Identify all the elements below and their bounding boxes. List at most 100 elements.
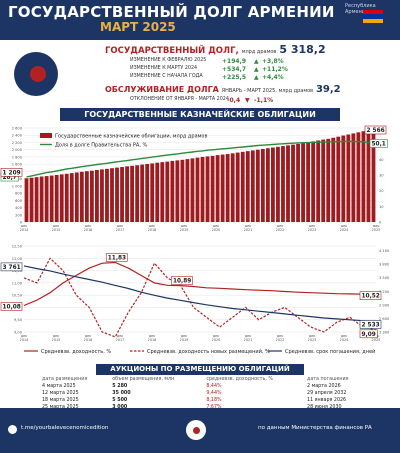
- share-line: [26, 140, 374, 178]
- bar: [260, 148, 265, 222]
- y-right-tick-label: 20: [379, 189, 384, 193]
- x-tick-label: дек: [117, 224, 123, 228]
- x-tick-label: 2020: [212, 338, 221, 342]
- country-label: Республика Армения: [345, 3, 376, 15]
- line-last-label-box: [369, 139, 388, 148]
- y-right-tick-label: 3 500: [379, 276, 390, 280]
- bar: [125, 166, 129, 222]
- bar: [190, 158, 195, 222]
- table-cell: 25 марта 2025: [40, 404, 110, 411]
- bar: [24, 178, 29, 222]
- chart1-line: [26, 140, 374, 178]
- bar: [84, 171, 89, 222]
- change-pct: +3,8%: [262, 58, 284, 65]
- x-tick-label: 2019: [180, 228, 189, 232]
- telegram-icon: [8, 425, 17, 434]
- service-label: ОБСЛУЖИВАНИЕ ДОЛГА ЯНВАРЬ - МАРТ 2025, м…: [105, 84, 341, 95]
- service-change: ОТКЛОНЕНИЕ ОТ ЯНВАРЯ - МАРТА 2024 -0,4 ▼…: [130, 97, 350, 104]
- bar: [69, 173, 74, 222]
- x-tick-label: дек: [213, 334, 219, 338]
- chart2-legend: Средневзв. доходность, % Средневзв. доход…: [24, 348, 375, 355]
- change-abs: +194,9: [222, 58, 247, 65]
- table-cell: 2 марта 2026: [307, 384, 341, 389]
- y-left-tick-label: 12,50: [12, 245, 23, 249]
- x-tick-label: дек: [277, 224, 283, 228]
- bar: [371, 129, 376, 222]
- x-tick-label: 2024: [340, 338, 349, 342]
- x-tick-label: дек: [341, 334, 347, 338]
- bar: [361, 131, 366, 222]
- y-left-tick-label: 1 800: [12, 155, 23, 159]
- bar: [44, 176, 49, 222]
- label-yield-mid-box: [171, 276, 193, 285]
- x-tick-label: 2022: [276, 338, 285, 342]
- table-header: объем размещения, млн: [112, 377, 175, 382]
- x-tick-label: 2015: [52, 228, 61, 232]
- bar: [29, 177, 34, 222]
- label-days-first: 3 761: [3, 265, 21, 271]
- y-left-tick-label: 2 000: [12, 148, 23, 152]
- bar: [250, 150, 255, 222]
- y-left-tick-label: 200: [15, 213, 23, 217]
- bar: [301, 143, 305, 222]
- bar: [321, 139, 326, 222]
- service-change-abs: -0,4: [227, 97, 241, 104]
- treasury-section-title: ГОСУДАРСТВЕННЫЕ КАЗНАЧЕЙСКИЕ ОБЛИГАЦИИ: [60, 108, 340, 121]
- service-change-pct: -1,1%: [254, 97, 274, 104]
- x-tick-label: 2021: [244, 228, 253, 232]
- debt-label-text: ГОСУДАРСТВЕННЫЙ ДОЛГ,: [105, 46, 239, 56]
- bar: [276, 146, 280, 222]
- x-tick-label: мар: [373, 224, 380, 228]
- bar: [265, 148, 270, 222]
- bar: [291, 144, 295, 222]
- bar: [336, 136, 341, 222]
- y-left-tick-label: 0: [20, 221, 23, 225]
- y-left-tick-label: 1 000: [12, 184, 23, 188]
- bar: [64, 173, 69, 222]
- bar: [115, 167, 119, 222]
- y-left-tick-label: 11,00: [12, 281, 23, 285]
- auctions-table: дата размещения объем размещения, млн ср…: [40, 376, 370, 411]
- series-line-0: [23, 261, 377, 307]
- y-left-tick-label: 10,50: [12, 294, 23, 298]
- x-tick-label: дек: [21, 224, 27, 228]
- table-cell: 35 000: [112, 391, 131, 396]
- y-left-tick-label: 2 400: [12, 134, 23, 138]
- debt-unit: млрд драмов: [241, 49, 277, 55]
- y-left-tick-label: 600: [15, 199, 23, 203]
- table-header: дата размещения: [42, 377, 88, 382]
- x-tick-label: 2014: [20, 228, 29, 232]
- bar: [271, 147, 275, 222]
- x-tick-label: 2016: [84, 228, 93, 232]
- bar: [180, 159, 185, 222]
- bar: [145, 163, 150, 222]
- x-tick-label: 2018: [148, 228, 157, 232]
- chart2-grid: [24, 245, 376, 333]
- table-header: дата погашения: [307, 377, 349, 382]
- telegram-link[interactable]: t.me/yourbalevecenomicedition: [21, 425, 109, 431]
- up-arrow-icon: ▲: [254, 66, 259, 73]
- bar: [155, 162, 160, 222]
- bar: [281, 146, 285, 222]
- chart1-bars: [24, 129, 376, 222]
- x-tick-label: дек: [53, 334, 59, 338]
- x-tick-label: дек: [21, 334, 27, 338]
- label-new-last-box: [359, 329, 378, 339]
- armenia-flag-icon: [363, 10, 383, 23]
- x-tick-label: 2024: [340, 228, 349, 232]
- x-tick-label: дек: [181, 334, 187, 338]
- x-tick-label: дек: [85, 334, 91, 338]
- legend-label-1: Средневзв. доходность новых размещений, …: [147, 348, 270, 355]
- bar: [110, 168, 114, 222]
- bar: [220, 154, 225, 222]
- bar: [296, 143, 300, 222]
- chart1-legend: Государственные казначейские облигации, …: [40, 133, 207, 149]
- series-line-1: [23, 257, 377, 338]
- logo-dot-icon: [30, 66, 46, 82]
- label-yield-first-box: [0, 302, 23, 311]
- bar: [225, 154, 230, 222]
- bar: [89, 170, 94, 222]
- bar: [150, 163, 155, 222]
- bar: [140, 164, 145, 222]
